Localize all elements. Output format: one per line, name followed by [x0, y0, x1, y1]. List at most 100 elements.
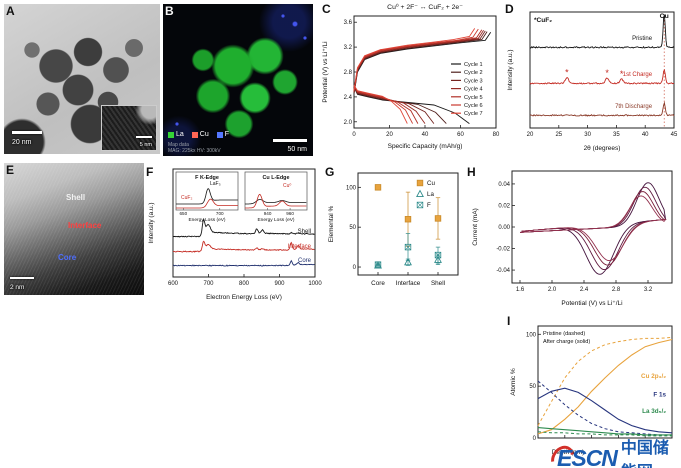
x-tick-label: 20	[386, 132, 393, 138]
x-tick-label: 1000	[308, 281, 322, 287]
series-line	[353, 86, 435, 124]
inset-scale-bar	[136, 136, 152, 138]
x-tick-label: 3.2	[644, 287, 653, 293]
series-line	[172, 217, 315, 238]
inset-tick-label: 650	[179, 211, 187, 216]
map-metadata-line1: Map data	[168, 142, 189, 148]
voltage-profile-chart: 0 20 40 60 80 2.0 2.4 2.8 3.2 3.6 Cu⁰ + 2F⁻ ↔ CuF₂…	[322, 3, 500, 150]
y-tick-label: 0.02	[498, 203, 510, 209]
series-line	[353, 31, 492, 94]
series-line	[353, 86, 426, 124]
legend-item: La	[427, 191, 434, 198]
y-tick-label: 100	[346, 185, 357, 191]
x-tick-label: 20	[527, 132, 534, 138]
y-tick-label: -0.04	[496, 268, 510, 274]
x-tick-label: 800	[239, 281, 250, 287]
map-legend-cu: Cu	[191, 131, 209, 138]
y-axis-label: Atomic %	[510, 368, 517, 396]
inset-tick-label: 940	[264, 211, 272, 216]
legend-item: Cycle 5	[464, 95, 483, 101]
trace-label: Pristine	[632, 36, 653, 42]
inset-label: LaF₃	[210, 181, 221, 187]
y-axis-label: Current (mA)	[472, 208, 479, 246]
category-label: Shell	[431, 280, 445, 287]
cu-peak-label: Cu	[660, 13, 669, 20]
x-tick-label: 2.0	[548, 287, 557, 293]
inset-frame	[244, 171, 308, 211]
peak-star: *	[565, 67, 569, 77]
data-marker	[434, 215, 442, 222]
x-tick-label: 35	[613, 132, 620, 138]
data-marker	[434, 251, 442, 259]
inset-title: F K-Edge	[195, 175, 219, 181]
x-tick-label: 2.8	[612, 287, 621, 293]
panel-g-label: G	[325, 165, 335, 179]
inset-label: Cu⁰	[283, 183, 291, 189]
series-line	[353, 86, 447, 124]
panel-e-label: E	[6, 163, 15, 177]
plot-frame	[529, 11, 675, 129]
inset-label: CuF₂	[181, 195, 192, 201]
la-label: La	[176, 131, 184, 138]
panel-i-xps-depth-profile: I 0 50 100 Depth (nm) Atomic % Pristine (dash…	[506, 312, 681, 464]
map-legend-la: La	[168, 131, 184, 138]
x-tick-label: 25	[555, 132, 562, 138]
legend-item: Cu	[427, 180, 435, 187]
panel-b-eds-map: B La Cu F Map data MAG: 225kx HV: 300kV …	[163, 4, 313, 156]
series-line	[537, 336, 673, 426]
series-line	[537, 380, 672, 436]
data-marker	[404, 216, 412, 223]
inset-title: Cu L-Edge	[263, 175, 290, 181]
series-line	[519, 195, 667, 262]
annotation: After charge (solid)	[543, 339, 590, 345]
eels-chart: 600 700 800 900 1000 Electron Energy Loss (eV…	[148, 168, 322, 301]
series-line	[537, 387, 673, 434]
cv-chart: 1.6 2.0 2.4 2.8 3.2 0.04 0.02 0.00 -0.02 -0.04 Pot…	[472, 170, 673, 307]
x-tick-label: 40	[642, 132, 649, 138]
series-line	[176, 188, 238, 205]
scale-bar-label: 2 nm	[10, 284, 25, 291]
inset-tick-label: 960	[286, 211, 294, 216]
x-tick-label: 1.6	[516, 287, 525, 293]
trace-label: Shell	[298, 229, 311, 235]
cu-color-swatch	[191, 131, 198, 138]
panel-b-label: B	[165, 4, 174, 18]
phase-label: *CuF₂	[534, 17, 552, 24]
panel-c-voltage-profiles: C 0 20 40 60 80 2.0 2.4 2.8 3.2 3.6 Cu⁰ + 2F⁻ ↔ Cu…	[316, 0, 504, 162]
series-line	[176, 198, 238, 209]
eds-map-image	[163, 4, 313, 156]
x-tick-label: 80	[493, 132, 500, 138]
y-tick-label: 0	[353, 265, 357, 271]
legend-item: Cycle 1	[464, 62, 483, 68]
x-axis-label: Potential (V) vs Li⁺/Li	[561, 300, 622, 307]
legend-item: Cycle 3	[464, 78, 483, 84]
x-tick-label: 40	[422, 132, 429, 138]
category-label: Core	[371, 280, 385, 287]
la-color-swatch	[168, 131, 174, 138]
scale-bar-label: 20 nm	[12, 139, 32, 146]
y-tick-label: 3.2	[344, 45, 353, 51]
x-axis-label: 2θ (degrees)	[584, 145, 621, 152]
panel-f-eels-spectra: F 600 700 800 900 1000 Electron Energy Loss (…	[145, 163, 325, 309]
x-tick-label: 700	[203, 281, 214, 287]
legend-item: Cycle 7	[464, 111, 483, 117]
data-marker	[416, 179, 424, 187]
series-line	[353, 85, 419, 124]
tem-inset-image: 5 nm	[101, 105, 157, 151]
series-label: F 1s	[653, 392, 666, 399]
watermark: ESCN 中国储能网	[546, 434, 681, 468]
inset-scale-bar-label: 5 nm	[139, 142, 152, 148]
legend-item: F	[427, 202, 431, 209]
trace-label: Core	[298, 258, 312, 264]
y-tick-label: 2.4	[344, 95, 353, 101]
core-region-label: Core	[58, 253, 77, 262]
series-line	[353, 85, 413, 124]
x-tick-label: 900	[274, 281, 285, 287]
x-axis-label: Electron Energy Loss (eV)	[206, 294, 282, 301]
series-line	[172, 240, 315, 253]
series-line	[353, 84, 408, 124]
y-axis-label: Intensity (a.u.)	[507, 49, 514, 90]
panel-h-cyclic-voltammetry: H 1.6 2.0 2.4 2.8 3.2 0.04 0.02 0.00 -0.02 -0.04 P…	[466, 163, 681, 315]
cu-label: Cu	[199, 131, 209, 138]
